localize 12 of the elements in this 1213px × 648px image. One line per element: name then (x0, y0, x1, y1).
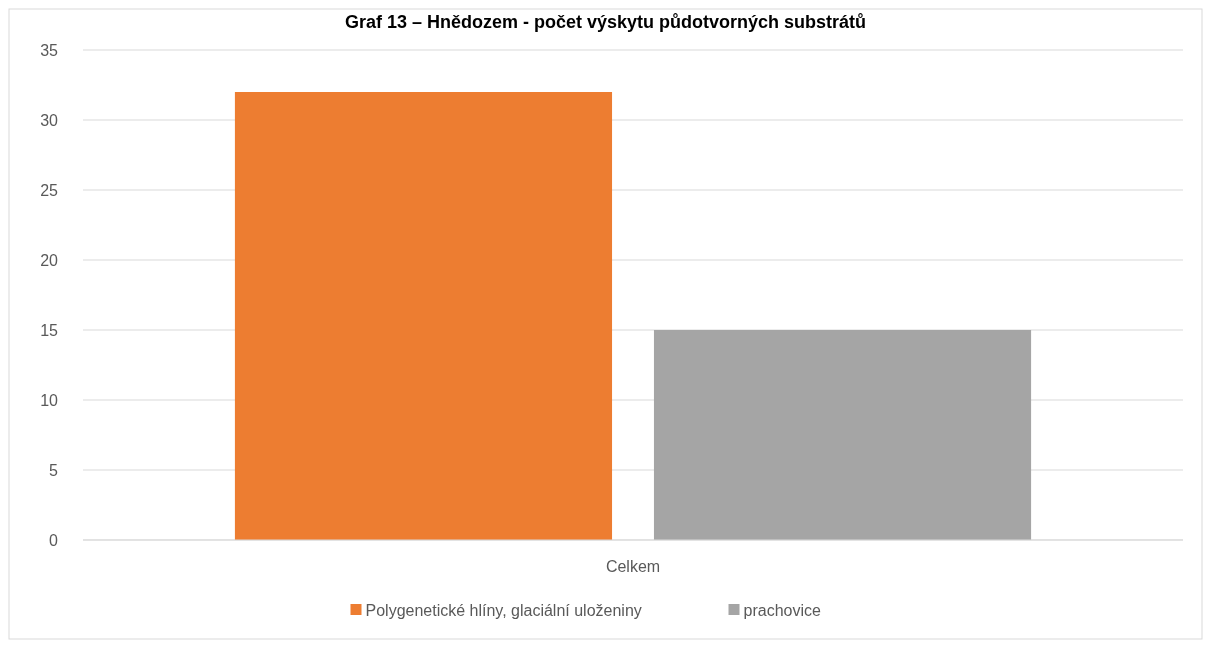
y-tick-label: 5 (49, 461, 59, 479)
y-tick-label: 10 (40, 391, 59, 409)
y-tick-label: 25 (40, 181, 59, 199)
legend-label: prachovice (743, 601, 821, 619)
y-tick-label: 0 (49, 531, 59, 549)
y-tick-label: 35 (40, 41, 59, 59)
chart-title: Graf 13 – Hnědozem - počet výskytu půdotvorných substrátů (344, 12, 867, 32)
x-tick-label: Celkem (605, 558, 661, 575)
y-tick-label: 30 (40, 111, 59, 129)
y-tick-label: 20 (40, 251, 59, 269)
legend-label: Polygenetické hlíny, glaciální uloženiny (365, 601, 642, 619)
y-tick-label: 15 (40, 321, 59, 339)
